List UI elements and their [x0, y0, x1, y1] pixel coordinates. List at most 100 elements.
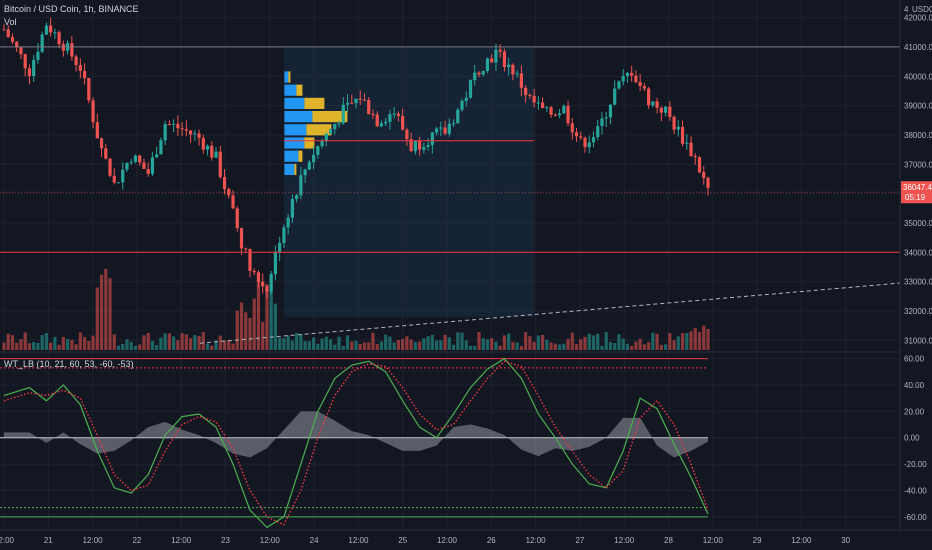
volume-bar [176, 340, 180, 350]
volume-bar [61, 336, 65, 350]
candle-body [617, 81, 621, 89]
profile-down-bar [288, 71, 291, 83]
volume-bar [40, 335, 44, 350]
volume-bar [451, 344, 456, 350]
volume-bar [375, 343, 379, 350]
volume-bar [409, 339, 413, 350]
candle-body [36, 51, 40, 60]
volume-bar [494, 341, 498, 350]
oscillator-axis[interactable]: 60.00 40.00 20.00 0.00 -20.00 -40.00 -60.00 [904, 355, 927, 522]
profile-up-bar [284, 150, 299, 162]
candle-body [490, 58, 494, 63]
candle-body [413, 140, 417, 152]
volume-bar [532, 341, 536, 350]
volume-bar [485, 339, 490, 350]
candle-body [341, 104, 345, 124]
volume-bar [579, 339, 583, 350]
price-tick-label: 37000.00 [904, 160, 932, 169]
volume-bar [163, 333, 167, 350]
candle-body [87, 78, 91, 101]
volume-bar [566, 338, 570, 350]
candle-body [596, 126, 600, 138]
candle-body [600, 118, 604, 127]
volume-bar [112, 334, 116, 350]
volume-bar [689, 331, 693, 350]
volume-bar [2, 342, 6, 350]
candle-body [451, 123, 456, 125]
time-axis[interactable]: 12:00 21 12:00 22 12:00 23 12:00 24 12:00 25 12:00… [0, 536, 851, 545]
volume-bar [27, 343, 32, 350]
volume-bar [371, 332, 375, 350]
quote-currency-label[interactable]: USDC [912, 5, 932, 14]
volume-bar [15, 342, 19, 350]
bar-countdown: 05:19 [905, 193, 926, 202]
time-tick-label: 12:00 [614, 536, 635, 545]
candle-body [625, 72, 630, 77]
time-tick-label: 21 [44, 536, 53, 545]
candle-body [422, 146, 426, 150]
candle-body [231, 195, 235, 209]
volume-bar [49, 342, 53, 350]
volume-bar [511, 341, 515, 350]
candle-body [447, 123, 451, 134]
time-tick-label: 12:00 [260, 536, 281, 545]
volume-bar [557, 344, 562, 350]
candle-body [328, 129, 333, 134]
volume-bar [256, 280, 261, 350]
candle-body [362, 99, 367, 101]
candle-body [337, 123, 341, 125]
time-tick-label: 12:00 [171, 536, 192, 545]
volume-bar [155, 345, 159, 350]
candle-body [218, 151, 222, 177]
candle-body [693, 156, 697, 158]
volume-bar [515, 342, 519, 350]
time-tick-label: 12:00 [83, 536, 104, 545]
volume-bar [524, 332, 528, 350]
volume-bar [32, 342, 36, 350]
price-tick-label: 31000.00 [904, 336, 932, 345]
candle-body [112, 175, 116, 183]
candle-body [295, 195, 299, 200]
candle-body [443, 127, 447, 134]
candle-body [44, 25, 49, 35]
symbol-title[interactable]: Bitcoin / USD Coin, 1h, BINANCE [4, 4, 139, 14]
candle-body [574, 132, 579, 137]
volume-legend[interactable]: Vol [4, 17, 17, 27]
horizontal-lines [0, 46, 901, 344]
candle-body [685, 142, 689, 144]
candle-body [282, 227, 286, 243]
candle-body [651, 101, 655, 106]
volume-bar [468, 345, 473, 350]
indicator-legend[interactable]: WT_LB (10, 21, 60, 53, -60, -53) [4, 359, 134, 369]
volume-bar [104, 269, 108, 350]
candle-body [638, 82, 642, 87]
candle-body [553, 114, 557, 116]
candle-body [214, 151, 218, 158]
candle-body [456, 109, 460, 124]
candle-body [608, 104, 613, 118]
candle-body [70, 43, 74, 57]
volume-bar [341, 345, 345, 350]
volume-bar [519, 345, 523, 350]
volume-bar [549, 342, 553, 350]
candle-body [40, 34, 44, 52]
candle-body [591, 137, 596, 143]
volume-bar [324, 336, 328, 350]
candle-body [371, 114, 375, 116]
volume-bar [108, 278, 112, 350]
candle-body [473, 72, 477, 81]
candle-body [519, 73, 523, 88]
volume-bar [214, 340, 218, 350]
candle-body [172, 123, 176, 125]
volume-bar [676, 336, 680, 350]
trend-line[interactable] [199, 282, 901, 344]
time-tick-label: 24 [310, 536, 319, 545]
candle-body [197, 133, 201, 138]
time-tick-label: 30 [841, 536, 850, 545]
candle-body [10, 37, 15, 42]
osc-tick-label: 20.00 [904, 407, 925, 416]
volume-bar [333, 344, 337, 350]
candle-body [566, 105, 570, 124]
candle-body [252, 270, 256, 273]
